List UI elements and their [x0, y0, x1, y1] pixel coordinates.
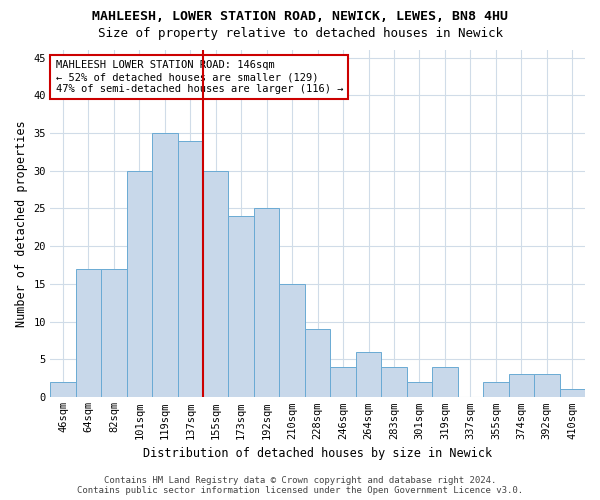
Bar [50, 382, 76, 397]
Bar [381, 367, 407, 397]
Bar [152, 133, 178, 397]
Bar [280, 284, 305, 397]
Bar [203, 170, 229, 397]
Bar [407, 382, 432, 397]
Text: Contains HM Land Registry data © Crown copyright and database right 2024.
Contai: Contains HM Land Registry data © Crown c… [77, 476, 523, 495]
Text: MAHLEESH, LOWER STATION ROAD, NEWICK, LEWES, BN8 4HU: MAHLEESH, LOWER STATION ROAD, NEWICK, LE… [92, 10, 508, 23]
Text: MAHLEESH LOWER STATION ROAD: 146sqm
← 52% of detached houses are smaller (129)
4: MAHLEESH LOWER STATION ROAD: 146sqm ← 52… [56, 60, 343, 94]
Bar [331, 367, 356, 397]
Bar [101, 269, 127, 397]
Bar [229, 216, 254, 397]
Bar [76, 269, 101, 397]
Bar [560, 390, 585, 397]
Bar [534, 374, 560, 397]
Bar [432, 367, 458, 397]
Bar [509, 374, 534, 397]
Text: Size of property relative to detached houses in Newick: Size of property relative to detached ho… [97, 28, 503, 40]
X-axis label: Distribution of detached houses by size in Newick: Distribution of detached houses by size … [143, 447, 492, 460]
Bar [254, 208, 280, 397]
Bar [356, 352, 381, 397]
Bar [305, 329, 331, 397]
Bar [127, 170, 152, 397]
Bar [178, 140, 203, 397]
Y-axis label: Number of detached properties: Number of detached properties [15, 120, 28, 327]
Bar [483, 382, 509, 397]
